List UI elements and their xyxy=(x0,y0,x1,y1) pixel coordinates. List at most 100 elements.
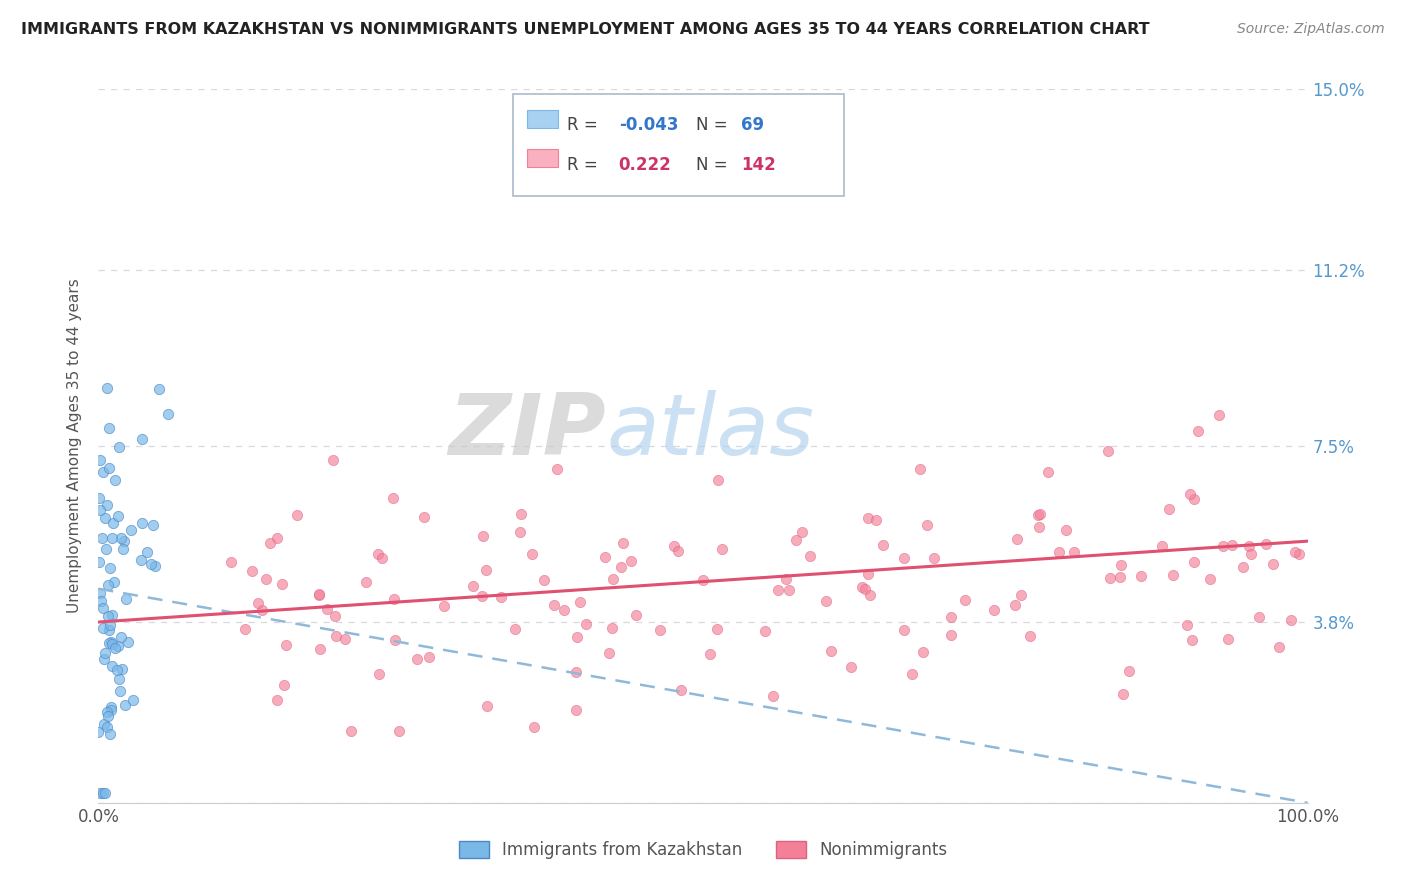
Point xyxy=(120,523,142,537)
Point xyxy=(941,628,963,642)
Point xyxy=(96,720,118,734)
Point xyxy=(1029,507,1052,521)
Point xyxy=(1263,557,1285,571)
Point xyxy=(1180,487,1202,501)
Point xyxy=(1247,610,1270,624)
Point xyxy=(97,578,120,592)
Point xyxy=(602,573,624,587)
Point xyxy=(593,549,616,564)
Point xyxy=(242,564,264,578)
Point xyxy=(98,461,121,475)
Point xyxy=(1004,599,1026,613)
Point xyxy=(266,692,288,706)
Point xyxy=(89,453,111,467)
Text: -0.043: -0.043 xyxy=(619,116,678,134)
Point xyxy=(1109,558,1132,572)
Text: atlas: atlas xyxy=(606,390,814,474)
Text: ZIP: ZIP xyxy=(449,390,606,474)
Point xyxy=(814,593,837,607)
Point xyxy=(371,551,394,566)
Point xyxy=(546,462,568,476)
Point xyxy=(666,544,689,558)
Point xyxy=(87,555,110,569)
Point xyxy=(104,640,127,655)
Point xyxy=(1150,539,1173,553)
Point xyxy=(1130,569,1153,583)
Text: R =: R = xyxy=(567,156,598,174)
Point xyxy=(1267,640,1289,654)
Point xyxy=(91,600,114,615)
Point xyxy=(620,554,643,568)
Point xyxy=(707,473,730,487)
Point xyxy=(322,452,344,467)
Text: Source: ZipAtlas.com: Source: ZipAtlas.com xyxy=(1237,22,1385,37)
Text: N =: N = xyxy=(696,116,727,134)
Point xyxy=(565,703,588,717)
Point xyxy=(384,632,406,647)
Point xyxy=(1237,539,1260,553)
Point xyxy=(1157,502,1180,516)
Point xyxy=(1036,465,1059,479)
Point xyxy=(475,563,498,577)
Point xyxy=(97,623,120,637)
Point xyxy=(266,532,288,546)
Point xyxy=(87,724,110,739)
Point xyxy=(851,580,873,594)
Point xyxy=(308,588,330,602)
Point xyxy=(325,629,347,643)
Point xyxy=(692,573,714,587)
Point xyxy=(259,536,281,550)
Point xyxy=(339,724,361,739)
Point xyxy=(100,699,122,714)
Point xyxy=(1018,629,1040,643)
Point xyxy=(309,642,332,657)
Point xyxy=(510,508,533,522)
Point xyxy=(100,635,122,649)
Point xyxy=(859,588,882,602)
Point xyxy=(143,558,166,573)
Point xyxy=(117,635,139,649)
Point xyxy=(1099,571,1122,585)
Point xyxy=(94,786,117,800)
Point xyxy=(101,608,124,623)
Point xyxy=(96,705,118,719)
Point xyxy=(820,643,842,657)
Point xyxy=(139,557,162,571)
Point xyxy=(354,574,377,589)
Point xyxy=(1199,572,1222,586)
Point xyxy=(983,603,1005,617)
Point xyxy=(101,516,124,530)
Point xyxy=(553,602,575,616)
Point xyxy=(388,724,411,739)
Point xyxy=(872,538,894,552)
Point xyxy=(754,624,776,639)
Point xyxy=(273,678,295,692)
Point xyxy=(91,786,114,800)
Point xyxy=(108,684,131,698)
Point xyxy=(93,652,115,666)
Point xyxy=(911,645,934,659)
Point xyxy=(1181,633,1204,648)
Point xyxy=(433,599,456,614)
Point xyxy=(471,589,494,603)
Point xyxy=(100,703,122,717)
Point xyxy=(156,407,179,421)
Point xyxy=(107,639,129,653)
Point xyxy=(110,630,132,644)
Point xyxy=(89,502,111,516)
Point xyxy=(96,381,118,395)
Point xyxy=(922,550,945,565)
Point xyxy=(775,572,797,586)
Text: 69: 69 xyxy=(741,116,763,134)
Point xyxy=(382,491,405,505)
Point xyxy=(93,511,115,525)
Point xyxy=(461,579,484,593)
Point xyxy=(1288,547,1310,561)
Point xyxy=(598,646,620,660)
Point xyxy=(89,491,111,506)
Point xyxy=(235,622,257,636)
Point xyxy=(1005,533,1028,547)
Point xyxy=(98,560,121,574)
Point xyxy=(471,529,494,543)
Point xyxy=(901,666,924,681)
